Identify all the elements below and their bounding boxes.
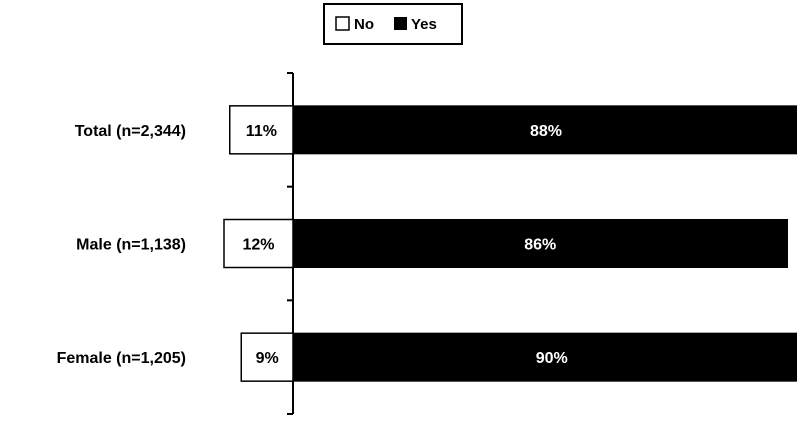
legend-label-yes: Yes [411, 16, 437, 33]
data-label-yes: 86% [524, 237, 556, 254]
category-label: Female (n=1,205) [57, 350, 186, 367]
data-label-no: 9% [256, 350, 279, 367]
legend-swatch-no [335, 16, 350, 31]
bar-yes [292, 332, 797, 382]
category-label: Male (n=1,138) [76, 237, 186, 254]
bars: Total (n=2,344) 11% 88% Male (n=1,138) 12% 86… [57, 105, 797, 382]
data-label-no: 11% [246, 123, 277, 140]
bar-no [240, 332, 294, 382]
legend-label-no: No [354, 16, 374, 33]
data-label-yes: 90% [536, 350, 568, 367]
category-label: Total (n=2,344) [75, 123, 186, 140]
bar-no [223, 218, 294, 269]
bar-yes [292, 105, 797, 155]
bar-yes [292, 219, 788, 268]
legend: No Yes [323, 3, 463, 45]
data-label-no: 12% [242, 237, 274, 254]
data-label-yes: 88% [530, 123, 562, 140]
legend-swatch-yes [394, 17, 407, 30]
